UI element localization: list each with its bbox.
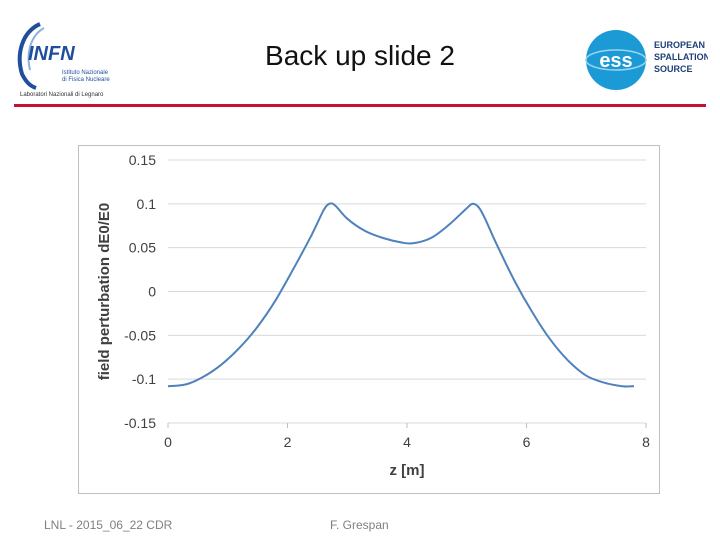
chart-frame: 0.15 0.1 0.05 0 -0.05 -0.1 -0.15 0 2 4 6 8 z [m] fiel…	[78, 145, 660, 494]
y-tick-label: 0	[148, 284, 156, 300]
infn-logo-graphic: INFN Istituto Nazionale di Fisica Nuclea…	[17, 22, 110, 98]
y-tick-label: -0.05	[124, 327, 156, 343]
slide-title: Back up slide 2	[265, 40, 455, 71]
y-tick-label: -0.15	[124, 415, 156, 431]
infn-line2: di Fisica Nucleare	[62, 77, 110, 83]
y-tick-label: 0.05	[129, 240, 156, 256]
infn-arc-icon	[17, 22, 41, 90]
x-tick-label: 8	[642, 434, 650, 450]
x-tick-label: 4	[403, 434, 411, 450]
ess-line2: SPALLATION	[654, 52, 708, 62]
infn-line3: Laboratori Nazionali di Legnaro	[20, 92, 104, 98]
x-tick-label: 0	[164, 434, 172, 450]
y-tick-label: 0.1	[137, 196, 157, 212]
y-tick-label: 0.15	[129, 152, 156, 168]
x-axis-label: z [m]	[390, 462, 425, 479]
footer-event: LNL - 2015_06_22 CDR	[44, 518, 173, 532]
ess-logo-graphic: ess EUROPEAN SPALLATION SOURCE	[585, 30, 710, 90]
x-tick-label: 6	[523, 434, 531, 450]
infn-line1: Istituto Nazionale	[62, 70, 109, 76]
field-perturbation-chart: 0.15 0.1 0.05 0 -0.05 -0.1 -0.15 0 2 4 6 8 z [m] fiel…	[96, 152, 650, 479]
ess-wordmark: ess	[599, 50, 632, 72]
ess-line1: EUROPEAN	[654, 40, 705, 50]
ess-orbit-icon	[585, 49, 647, 71]
ess-logo: ess EUROPEAN SPALLATION SOURCE	[584, 26, 710, 94]
infn-wordmark: INFN	[28, 43, 75, 65]
infn-logo: INFN Istituto Nazionale di Fisica Nuclea…	[14, 18, 126, 100]
ess-line3: SOURCE	[654, 64, 693, 74]
y-tick-label: -0.1	[132, 371, 156, 387]
ess-globe-icon	[586, 30, 646, 90]
footer-author: F. Grespan	[330, 518, 389, 532]
y-axis-label: field perturbation dE0/E0	[96, 203, 113, 381]
title-divider	[14, 104, 706, 107]
infn-arc-inner-icon	[27, 27, 45, 71]
series-line	[167, 202, 635, 388]
x-tick-label: 2	[284, 434, 292, 450]
